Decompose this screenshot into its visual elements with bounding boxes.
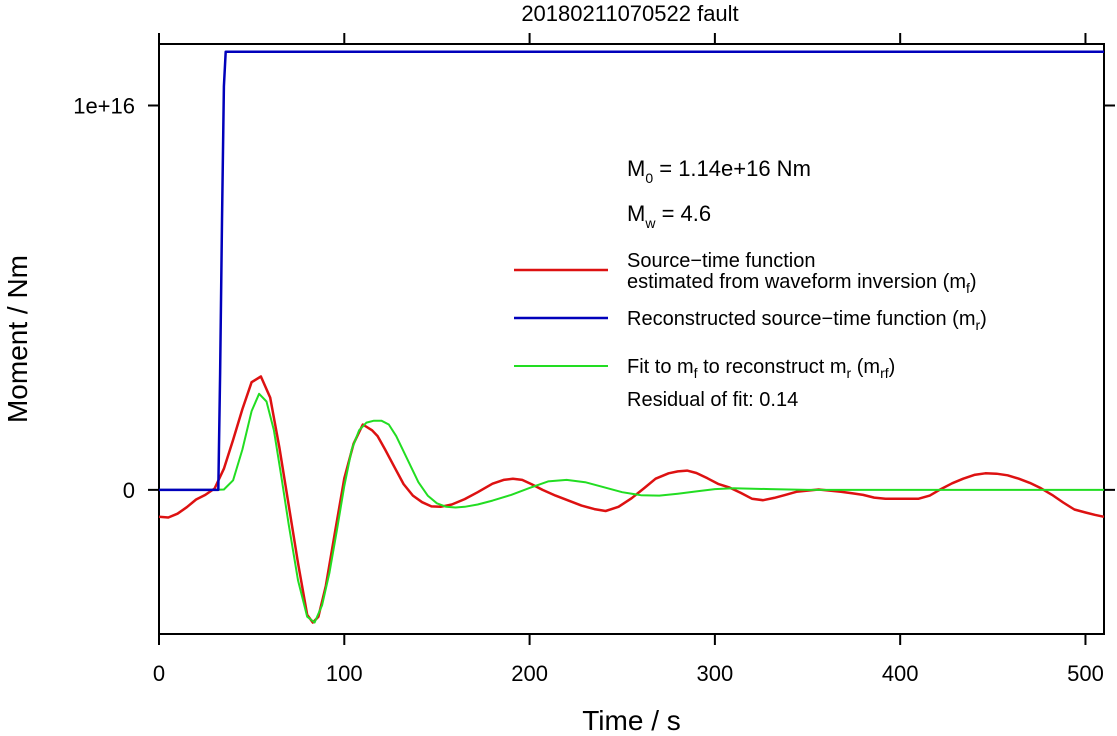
series-line-m-r [159, 50, 1104, 492]
chart-title: 20180211070522 fault [521, 1, 738, 26]
y-axis-label: Moment / Nm [2, 255, 33, 423]
legend-label-mrf: Fit to mf to reconstruct mr (mrf) [627, 356, 895, 381]
x-axis-label: Time / s [582, 705, 681, 736]
legend-label-mr: Reconstructed source−time function (mr) [627, 308, 987, 333]
x-tick-label: 100 [326, 661, 363, 686]
y-tick-label: 0 [123, 478, 135, 503]
m0-annotation: M0 = 1.14e+16 Nm [627, 156, 811, 186]
legend: Source−time function estimated from wave… [514, 250, 987, 411]
x-tick-label: 400 [882, 661, 919, 686]
plot-frame [158, 43, 1105, 635]
series-line-m-rf [159, 392, 1104, 624]
x-tick-label: 300 [697, 661, 734, 686]
legend-label-mf-line2: estimated from waveform inversion (mf) [627, 271, 977, 296]
legend-label-mf-line1: Source−time function [627, 250, 815, 272]
series-line-m-f [158, 375, 1105, 624]
x-tick-label: 200 [511, 661, 548, 686]
x-tick-label: 0 [153, 661, 165, 686]
y-tick-label: 1e+16 [73, 93, 135, 118]
residual-annotation: Residual of fit: 0.14 [627, 389, 798, 411]
mw-annotation: Mw = 4.6 [627, 201, 711, 231]
annotations: M0 = 1.14e+16 Nm Mw = 4.6 [627, 156, 811, 231]
x-tick-label: 500 [1067, 661, 1104, 686]
